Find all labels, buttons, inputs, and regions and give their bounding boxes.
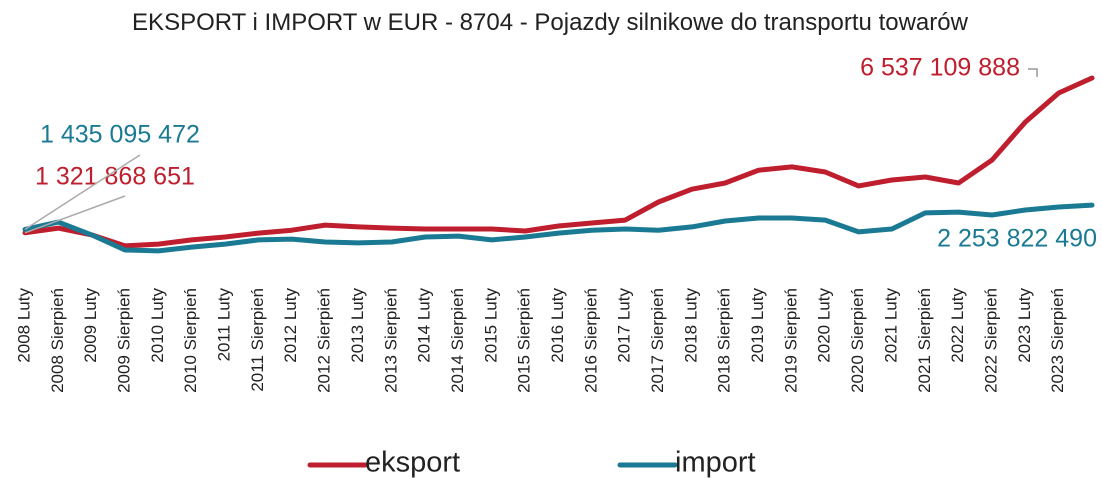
series-line <box>22 75 1095 249</box>
leader-line <box>24 195 126 234</box>
x-tick-label: 2015 Luty <box>481 288 500 363</box>
x-tick-label: 2014 Luty <box>415 288 434 363</box>
chart-title: EKSPORT i IMPORT w EUR - 8704 - Pojazdy … <box>132 9 968 36</box>
x-tick-label: 2022 Sierpień <box>981 288 1000 393</box>
legend-label: eksport <box>365 447 460 478</box>
x-tick-label: 2010 Luty <box>148 288 167 363</box>
x-tick-label: 2011 Sierpień <box>248 288 267 392</box>
leader-line <box>24 154 141 231</box>
legend-label: import <box>675 447 756 478</box>
x-tick-label: 2013 Sierpień <box>381 288 400 393</box>
x-tick-label: 2020 Sierpień <box>848 288 867 393</box>
x-tick-label: 2023 Luty <box>1015 288 1034 363</box>
x-tick-label: 2016 Luty <box>548 288 567 363</box>
data-label: 1 435 095 472 <box>40 121 200 149</box>
leader-line <box>1028 68 1038 77</box>
x-tick-label: 2015 Sierpień <box>515 288 534 393</box>
data-label: 6 537 109 888 <box>860 54 1020 82</box>
x-tick-label: 2012 Luty <box>281 288 300 363</box>
x-tick-label: 2021 Luty <box>881 288 900 363</box>
x-tick-label: 2020 Luty <box>815 288 834 363</box>
data-label: 2 253 822 490 <box>937 225 1097 253</box>
x-tick-label: 2023 Sierpień <box>1048 288 1067 393</box>
x-tick-label: 2012 Sierpień <box>315 288 334 393</box>
x-tick-label: 2014 Sierpień <box>448 288 467 393</box>
x-tick-label: 2008 Sierpień <box>48 288 67 393</box>
x-tick-label: 2022 Luty <box>948 288 967 363</box>
x-tick-label: 2018 Sierpień <box>715 288 734 393</box>
x-tick-label: 2017 Sierpień <box>648 288 667 393</box>
x-tick-label: 2013 Luty <box>348 288 367 363</box>
x-tick-label: 2021 Sierpień <box>915 288 934 393</box>
x-tick-label: 2009 Sierpień <box>115 288 134 393</box>
x-tick-label: 2009 Luty <box>81 288 100 363</box>
x-tick-label: 2017 Luty <box>615 288 634 363</box>
x-tick-label: 2019 Sierpień <box>781 288 800 393</box>
series-line <box>22 202 1095 254</box>
x-tick-label: 2018 Luty <box>681 288 700 363</box>
x-tick-label: 2016 Sierpień <box>581 288 600 393</box>
x-tick-label: 2011 Luty <box>215 288 234 362</box>
data-label: 1 321 868 651 <box>35 163 195 191</box>
x-tick-label: 2008 Luty <box>14 288 33 363</box>
x-tick-label: 2010 Sierpień <box>181 288 200 393</box>
x-tick-label: 2019 Luty <box>748 288 767 363</box>
